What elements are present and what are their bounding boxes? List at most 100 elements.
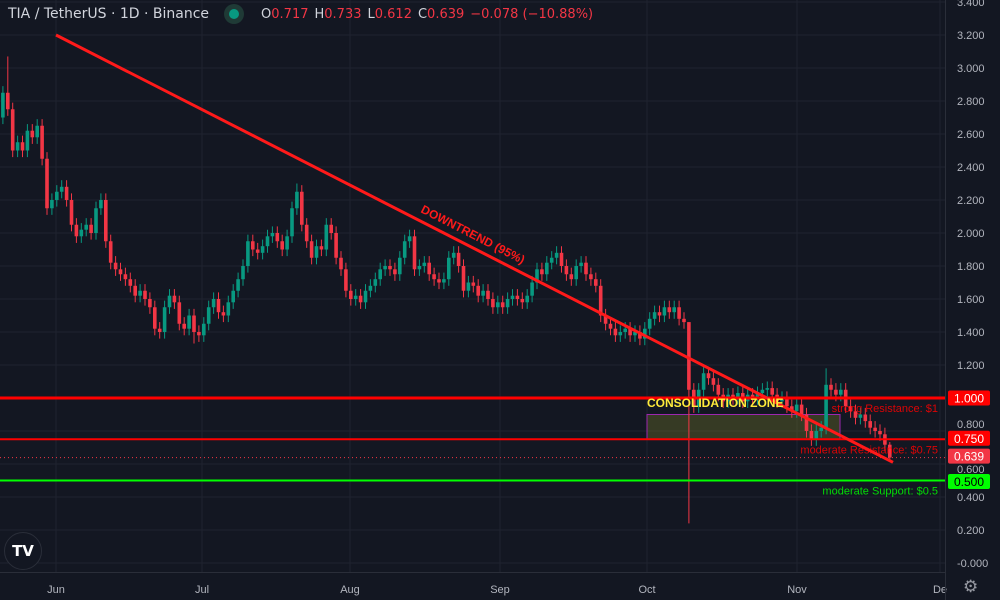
candle-body — [829, 384, 833, 390]
candle — [765, 381, 770, 397]
candle — [491, 292, 495, 314]
candle — [304, 218, 309, 248]
candle — [628, 322, 632, 342]
candle — [412, 229, 417, 276]
market-status-icon — [229, 9, 240, 19]
candle-body — [74, 224, 79, 237]
candle — [500, 295, 505, 314]
candle-body — [863, 414, 868, 422]
candle — [84, 218, 88, 237]
y-tick-label: 0.800 — [957, 419, 985, 431]
candle-body — [564, 266, 569, 275]
candle-body — [613, 328, 618, 336]
y-tick-label: 0.200 — [957, 525, 985, 537]
candle — [309, 234, 314, 265]
candle-body — [839, 389, 843, 395]
candle-body — [647, 318, 652, 329]
candle-body — [118, 269, 123, 275]
candle-body — [99, 200, 103, 209]
price-badge-label: 0.500 — [954, 475, 984, 489]
candle-body — [442, 279, 446, 283]
candle-body — [162, 307, 167, 332]
candle-body — [652, 312, 657, 319]
candle-body — [540, 269, 544, 275]
candle — [589, 267, 593, 286]
candle-body — [770, 388, 774, 395]
candle-body — [853, 411, 858, 418]
candle — [358, 289, 363, 309]
x-tick-label: Jul — [195, 584, 209, 596]
candle-body — [358, 295, 363, 303]
candle — [530, 275, 534, 303]
candle-body — [45, 158, 49, 209]
candle-body — [304, 224, 309, 242]
candle-body — [275, 233, 280, 242]
candle — [878, 424, 882, 441]
candle-body — [412, 236, 417, 270]
candle-body — [848, 406, 853, 412]
candle-body — [618, 332, 623, 336]
candle-body — [255, 249, 260, 253]
candle-body — [84, 224, 88, 230]
candle-body — [633, 332, 637, 336]
candle — [197, 325, 201, 342]
candle-body — [398, 257, 402, 275]
candle — [123, 267, 128, 286]
symbol-title[interactable]: TIA / TetherUS · 1D · Binance — [8, 6, 210, 22]
candle-body — [814, 431, 819, 440]
candle-body — [221, 312, 226, 316]
candle — [731, 388, 735, 405]
candle-body — [339, 257, 343, 270]
candle — [133, 279, 137, 303]
candle-body — [89, 224, 93, 233]
gear-icon[interactable]: ⚙ — [963, 577, 979, 597]
candle — [456, 246, 461, 273]
ohlc-close: C0.639 — [418, 7, 464, 22]
candle — [662, 300, 667, 323]
candle-body — [202, 323, 206, 336]
candle — [613, 322, 618, 342]
candle-body — [799, 404, 804, 415]
candle — [422, 256, 427, 273]
candle-body — [417, 266, 422, 270]
candle-body — [79, 229, 84, 237]
candle — [633, 325, 637, 342]
candle-body — [104, 200, 108, 242]
candle-body — [324, 224, 329, 250]
candle-body — [270, 233, 275, 237]
candle — [540, 262, 544, 281]
candle-body — [662, 307, 667, 316]
candle — [476, 279, 480, 303]
candle-body — [569, 274, 574, 280]
candle-body — [64, 186, 69, 200]
candle-body — [373, 279, 378, 286]
candle-body — [393, 269, 397, 275]
candle — [202, 317, 206, 342]
candle — [466, 275, 471, 298]
tradingview-logo-icon[interactable]: 𝗧𝗩 — [4, 532, 42, 570]
candle — [677, 300, 681, 326]
candle-body — [667, 307, 672, 313]
ohlc-high-value: 0.733 — [324, 6, 362, 22]
candle-body — [363, 290, 368, 303]
candle-body — [143, 290, 147, 299]
candle-body — [265, 236, 270, 247]
last-price-badge — [948, 448, 990, 464]
chart-legend: TIA / TetherUS · 1D · Binance O0.717 H0.… — [8, 6, 599, 22]
candle — [378, 262, 382, 286]
candle — [618, 325, 623, 342]
candle — [711, 371, 716, 392]
candle-body — [598, 285, 603, 316]
candle — [559, 246, 564, 273]
candle — [481, 284, 485, 303]
candle — [510, 289, 515, 306]
ohlc-high: H0.733 — [315, 7, 362, 22]
candle-body — [94, 208, 98, 233]
candle-body — [873, 427, 877, 431]
candle — [520, 292, 525, 309]
candle-body — [486, 290, 490, 299]
candle — [383, 259, 387, 276]
candle — [868, 414, 872, 435]
candle-body — [6, 92, 10, 110]
